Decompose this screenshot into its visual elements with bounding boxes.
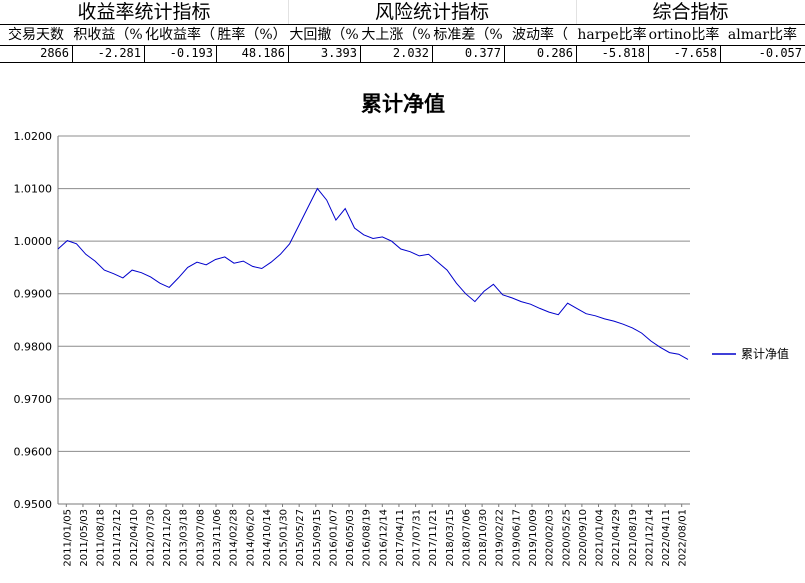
chart-title: 累计净值 — [361, 92, 445, 116]
x-tick-label: 2011/01/05 — [62, 509, 73, 567]
y-tick-label: 0.9700 — [14, 393, 53, 406]
value-cell: 0.377 — [464, 46, 501, 60]
x-tick-label: 2015/05/27 — [295, 509, 306, 567]
value-cell: -7.658 — [673, 46, 717, 60]
header-cell: 标准差（% — [433, 27, 503, 43]
y-tick-label: 0.9800 — [14, 340, 53, 353]
x-tick-label: 2021/01/04 — [595, 509, 606, 567]
x-tick-label: 2014/02/28 — [229, 509, 240, 567]
series-line-net-value — [57, 187, 689, 360]
value-cell: 3.393 — [320, 46, 357, 60]
column-divider — [576, 45, 577, 62]
x-tick-label: 2019/06/17 — [511, 509, 522, 567]
y-tick-label: 0.9900 — [14, 288, 53, 301]
header-cell: 胜率（%） — [217, 27, 287, 43]
value-cell: -2.281 — [97, 46, 141, 60]
x-tick-label: 2013/03/18 — [179, 509, 190, 567]
y-tick-label: 0.9600 — [14, 445, 53, 458]
x-tick-label: 2017/07/31 — [412, 509, 423, 567]
x-tick-label: 2016/12/14 — [378, 509, 389, 567]
row-divider — [0, 45, 805, 46]
value-cell: 0.286 — [536, 46, 573, 60]
x-tick-label: 2016/01/07 — [328, 509, 339, 567]
x-tick-label: 2012/07/30 — [145, 509, 156, 567]
row-divider — [0, 62, 805, 63]
value-cell: -5.818 — [601, 46, 645, 60]
value-cell: 2.032 — [392, 46, 429, 60]
x-tick-label: 2018/07/06 — [461, 509, 472, 567]
column-divider — [504, 45, 505, 62]
stats-table: 收益率统计指标 风险统计指标 综合指标 交易天数 积收益（% 化收益率（ 胜率（… — [0, 0, 805, 64]
group-divider — [288, 0, 289, 24]
x-tick-label: 2011/12/12 — [112, 509, 123, 567]
x-tick-label: 2015/01/30 — [279, 509, 290, 567]
x-tick-label: 2020/05/25 — [561, 509, 572, 567]
legend-label: 累计净值 — [741, 346, 789, 361]
column-divider — [216, 45, 217, 62]
x-tick-label: 2018/10/30 — [478, 509, 489, 567]
header-cell: harpe比率 — [577, 27, 647, 43]
column-divider — [288, 45, 289, 62]
x-tick-label: 2016/05/03 — [345, 509, 356, 567]
x-tick-label: 2012/11/20 — [162, 509, 173, 567]
column-divider — [432, 45, 433, 62]
x-tick-label: 2014/10/14 — [262, 509, 273, 567]
x-tick-label: 2013/07/08 — [195, 509, 206, 567]
header-cell: 积收益（% — [73, 27, 143, 43]
x-axis-ticks: 2011/01/05 2011/05/03 2011/08/18 2011/12/12… — [62, 504, 689, 567]
value-cell: -0.057 — [758, 46, 802, 60]
group-header-returns: 收益率统计指标 — [77, 1, 211, 23]
header-cell: 大上涨（% — [361, 27, 431, 43]
header-cell: 大回撤（% — [289, 27, 359, 43]
x-tick-label: 2022/08/01 — [678, 509, 689, 567]
x-tick-label: 2021/04/29 — [611, 509, 622, 567]
y-gridlines — [58, 135, 690, 505]
x-tick-label: 2014/06/20 — [245, 509, 256, 567]
x-tick-label: 2013/11/06 — [212, 509, 223, 567]
column-divider — [720, 45, 721, 62]
x-tick-label: 2019/10/09 — [528, 509, 539, 567]
group-divider — [576, 0, 577, 24]
header-cell: 波动率（ — [512, 27, 568, 43]
group-header-composite: 综合指标 — [652, 1, 729, 23]
y-tick-label: 1.0000 — [14, 235, 53, 248]
x-tick-label: 2017/04/11 — [395, 509, 406, 567]
header-cell: almar比率 — [727, 27, 798, 43]
y-tick-label: 1.0200 — [14, 130, 53, 143]
x-tick-label: 2021/12/14 — [644, 509, 655, 567]
group-header-risk: 风险统计指标 — [374, 1, 489, 23]
x-tick-label: 2011/05/03 — [79, 509, 90, 567]
row-divider — [0, 24, 805, 25]
value-cell: 2866 — [40, 46, 69, 60]
x-tick-label: 2012/04/10 — [129, 509, 140, 567]
value-cell: 48.186 — [241, 46, 285, 60]
x-tick-label: 2021/08/19 — [628, 509, 639, 567]
y-tick-label: 1.0100 — [14, 183, 53, 196]
net-value-chart: 累计净值 0.9500 0.9600 0.9700 0.9800 0.9900 1.000… — [14, 92, 790, 567]
x-tick-label: 2015/09/15 — [312, 509, 323, 567]
x-tick-label: 2018/03/15 — [445, 509, 456, 567]
y-axis-ticks: 0.9500 0.9600 0.9700 0.9800 0.9900 1.0000 1.01… — [14, 130, 53, 511]
header-cell: 化收益率（ — [145, 27, 215, 43]
column-divider — [144, 45, 145, 62]
column-divider — [360, 45, 361, 62]
header-cell: ortino比率 — [648, 27, 720, 43]
x-tick-label: 2020/02/03 — [545, 509, 556, 567]
column-divider — [72, 45, 73, 62]
header-cell: 交易天数 — [8, 27, 64, 43]
x-tick-label: 2017/11/21 — [428, 509, 439, 567]
x-tick-label: 2022/04/11 — [661, 509, 672, 567]
value-cell: -0.193 — [169, 46, 213, 60]
y-tick-label: 0.9500 — [14, 498, 53, 511]
x-tick-label: 2019/02/22 — [495, 509, 506, 567]
column-divider — [648, 45, 649, 62]
x-tick-label: 2011/08/18 — [96, 509, 107, 567]
x-tick-label: 2016/08/19 — [362, 509, 373, 567]
x-tick-label: 2020/09/10 — [578, 509, 589, 567]
